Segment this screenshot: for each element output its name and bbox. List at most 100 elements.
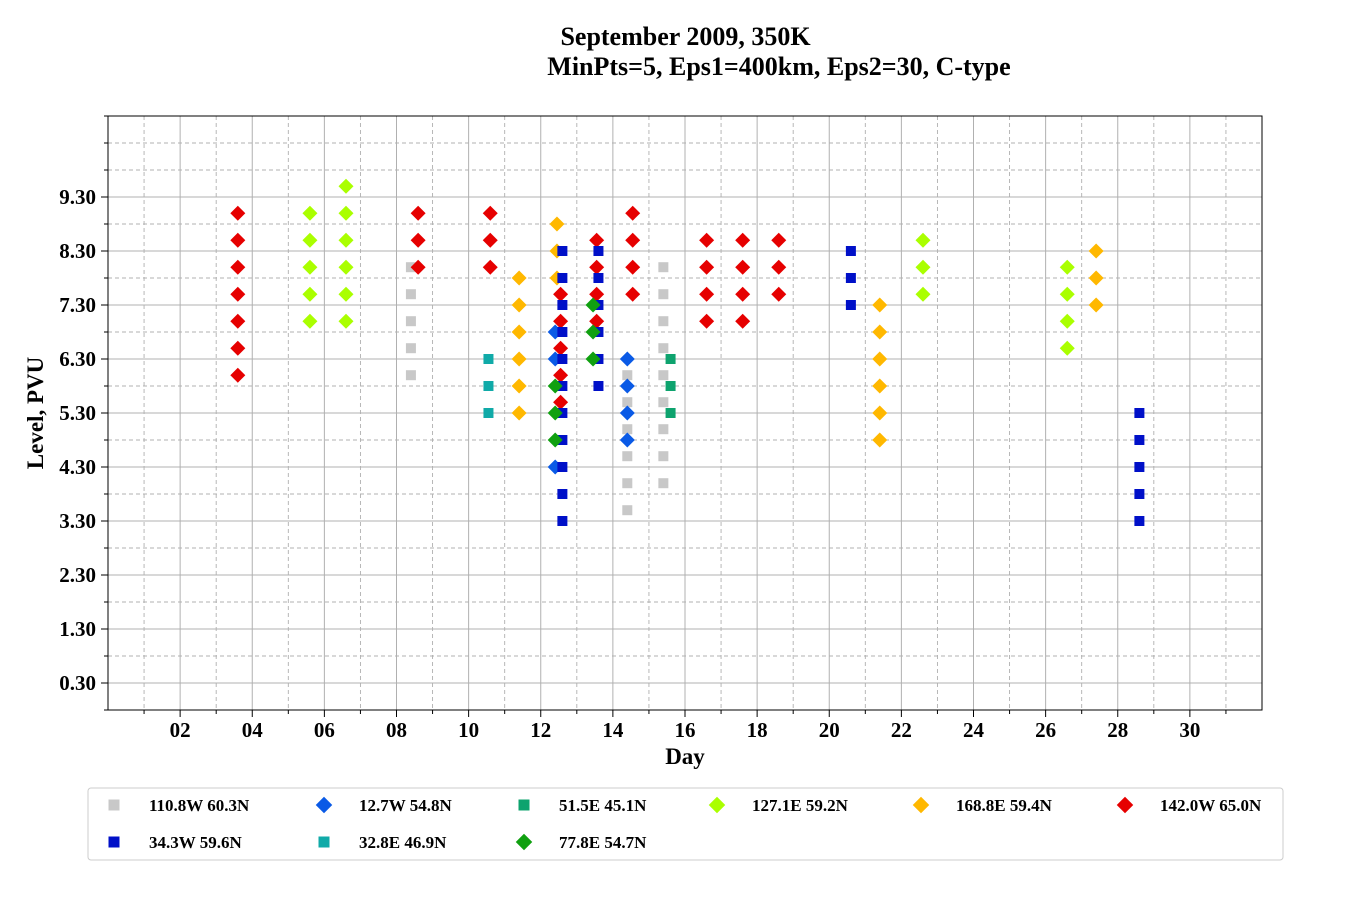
- data-point: [625, 232, 641, 248]
- legend: [87, 787, 1284, 861]
- legend-marker: [1116, 796, 1134, 814]
- data-point: [699, 259, 715, 275]
- data-point: [405, 343, 416, 354]
- data-point: [1088, 297, 1104, 313]
- x-tick-label: 12: [530, 718, 551, 742]
- x-tick-label: 08: [386, 718, 407, 742]
- data-point: [665, 381, 676, 391]
- data-point: [230, 232, 246, 248]
- data-point: [735, 313, 751, 329]
- legend-marker: [315, 796, 333, 814]
- data-point: [547, 378, 563, 394]
- legend-label: 142.0W 65.0N: [1160, 796, 1262, 815]
- data-point: [658, 262, 669, 273]
- data-point: [557, 246, 568, 256]
- data-point: [771, 232, 787, 248]
- y-tick-label: 7.30: [59, 293, 96, 317]
- data-point: [511, 405, 527, 421]
- data-point: [872, 378, 888, 394]
- data-point: [553, 367, 569, 383]
- x-tick-label: 28: [1107, 718, 1128, 742]
- data-point: [511, 351, 527, 367]
- data-point: [872, 297, 888, 313]
- legend-marker: [108, 799, 120, 811]
- x-tick-label: 20: [819, 718, 840, 742]
- y-tick-label: 4.30: [59, 455, 96, 479]
- y-tick-label: 8.30: [59, 239, 96, 263]
- legend-label: 32.8E 46.9N: [359, 833, 447, 852]
- data-point: [1088, 270, 1104, 286]
- data-point: [557, 327, 568, 337]
- data-point: [665, 408, 676, 418]
- data-point: [735, 286, 751, 302]
- data-point: [585, 351, 601, 367]
- y-axis-label: Level, PVU: [23, 356, 48, 469]
- data-point: [482, 205, 498, 221]
- data-point: [589, 232, 605, 248]
- data-point: [1059, 313, 1075, 329]
- y-tick-label: 6.30: [59, 347, 96, 371]
- x-tick-label: 10: [458, 718, 479, 742]
- x-tick-label: 14: [602, 718, 624, 742]
- data-point: [338, 178, 354, 194]
- data-point: [658, 424, 669, 435]
- data-point: [338, 232, 354, 248]
- data-point: [1134, 462, 1145, 472]
- data-point: [557, 489, 568, 499]
- data-point: [482, 232, 498, 248]
- data-point: [302, 313, 318, 329]
- data-point: [557, 462, 568, 472]
- legend-marker: [515, 833, 533, 851]
- x-axis-label: Day: [665, 744, 705, 769]
- data-point: [625, 286, 641, 302]
- data-point: [622, 478, 633, 489]
- data-point: [845, 300, 856, 310]
- data-point: [699, 286, 715, 302]
- y-tick-label: 3.30: [59, 509, 96, 533]
- data-point: [557, 300, 568, 310]
- data-point: [302, 286, 318, 302]
- data-point: [553, 340, 569, 356]
- y-tick-label: 2.30: [59, 563, 96, 587]
- y-tick-label: 1.30: [59, 617, 96, 641]
- data-point: [735, 232, 751, 248]
- data-point: [511, 324, 527, 340]
- data-point: [622, 451, 633, 462]
- axis-ticks: 02 04 06 08 10 12 14 16 18 20 22 24 26 28 30 0.30 1.30 2.…: [59, 115, 1227, 742]
- data-point: [593, 246, 604, 256]
- y-tick-label: 9.30: [59, 185, 96, 209]
- legend-marker: [518, 799, 530, 811]
- data-point: [1059, 259, 1075, 275]
- data-point: [230, 367, 246, 383]
- data-point: [589, 259, 605, 275]
- data-point: [230, 286, 246, 302]
- data-point: [622, 505, 633, 516]
- data-point: [557, 273, 568, 283]
- data-point: [553, 394, 569, 410]
- data-point: [338, 259, 354, 275]
- data-point: [872, 351, 888, 367]
- data-point: [658, 451, 669, 462]
- data-point: [915, 259, 931, 275]
- data-point: [547, 405, 563, 421]
- data-point: [915, 232, 931, 248]
- data-point: [483, 381, 494, 391]
- data-point: [553, 313, 569, 329]
- data-point: [483, 408, 494, 418]
- data-point: [619, 432, 635, 448]
- grid: [108, 115, 1262, 711]
- data-point: [619, 351, 635, 367]
- data-point: [405, 370, 416, 381]
- data-point: [658, 397, 669, 408]
- data-point: [619, 405, 635, 421]
- data-point: [845, 273, 856, 283]
- data-point: [302, 232, 318, 248]
- data-point: [771, 259, 787, 275]
- chart-subtitle: MinPts=5, Eps1=400km, Eps2=30, C-type: [547, 52, 1011, 81]
- data-point: [699, 313, 715, 329]
- data-point: [511, 297, 527, 313]
- y-tick-label: 0.30: [59, 671, 96, 695]
- data-point: [1059, 340, 1075, 356]
- data-point: [845, 246, 856, 256]
- data-point: [658, 316, 669, 327]
